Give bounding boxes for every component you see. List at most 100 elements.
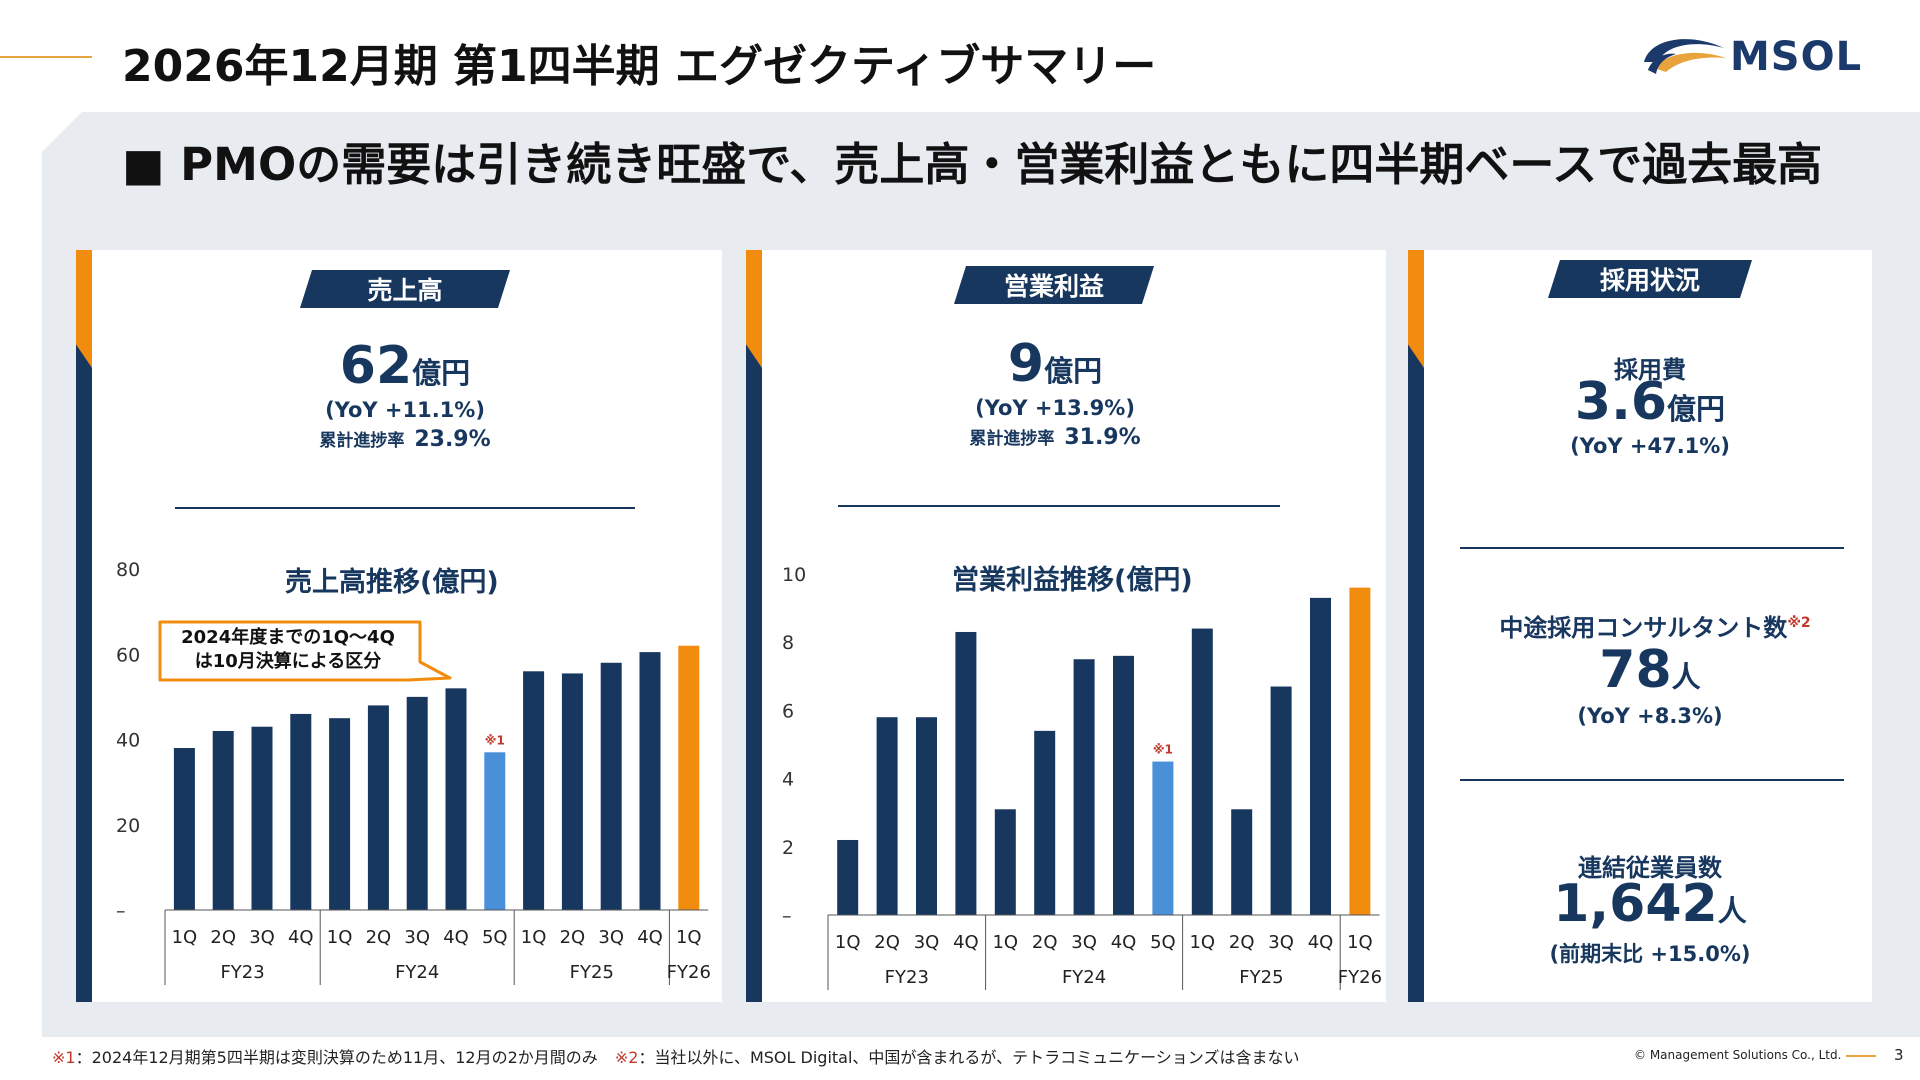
sales-chart-group-label: FY23 bbox=[220, 962, 264, 983]
op-profit-chart-bar bbox=[1310, 597, 1331, 915]
sales-chart: – 20 40 60 80 1Q 2Q 3Q 4Q 1Q 2Q 3Q 4Q 5Q 1Q 2Q 3Q 4Q 1Q ※1 F… bbox=[116, 559, 711, 985]
hiring-panel-accent bbox=[1408, 250, 1424, 1002]
copyright-accent-line bbox=[1846, 1055, 1876, 1057]
op-profit-chart-category-label: 5Q bbox=[1150, 932, 1176, 953]
op-profit-chart-bar bbox=[1191, 628, 1213, 915]
op-profit-chart-group-label: FY26 bbox=[1338, 967, 1382, 988]
sales-chart-bar bbox=[678, 645, 700, 910]
op-profit-chart-category-label: 1Q bbox=[1189, 932, 1215, 953]
logo-text: MSOL bbox=[1730, 34, 1863, 80]
sales-chart-bar bbox=[600, 662, 622, 910]
sales-yoy: (YoY +11.1%) bbox=[325, 398, 485, 422]
sales-progress-value: 23.9% bbox=[414, 427, 491, 452]
op-profit-chart-ytick-label: 10 bbox=[782, 564, 806, 586]
op-profit-tag: 営業利益 bbox=[954, 266, 1154, 304]
op-profit-chart-bar bbox=[837, 839, 859, 915]
hiring-cost-value: 3.6 bbox=[1574, 372, 1668, 432]
callout-line-1: 2024年度までの1Q～4Q bbox=[181, 627, 395, 648]
sales-kpi-value: 62 bbox=[339, 336, 413, 396]
sales-chart-bar bbox=[406, 696, 428, 910]
title-accent-line bbox=[0, 56, 92, 58]
sales-chart-bar bbox=[173, 748, 195, 910]
op-profit-chart-ytick-label: 8 bbox=[782, 632, 794, 654]
hiring-cost-unit: 億円 bbox=[1667, 392, 1726, 426]
footnote-2-mark: ※2 bbox=[614, 1048, 639, 1067]
op-profit-chart-bar bbox=[955, 631, 977, 915]
sales-chart-ytick-label: 40 bbox=[116, 730, 140, 752]
op-profit-chart-bar bbox=[1073, 659, 1095, 915]
sales-chart-category-label: 1Q bbox=[172, 927, 198, 948]
sales-chart-category-label: 3Q bbox=[404, 927, 430, 948]
sales-chart-group-label: FY24 bbox=[395, 962, 439, 983]
op-profit-chart-group-label: FY24 bbox=[1062, 967, 1106, 988]
op-profit-chart: – 2 4 6 8 10 1Q 2Q 3Q 4Q 1Q 2Q 3Q 4Q 5Q 1Q 2Q 3Q 4Q 1Q ※1 FY2… bbox=[782, 564, 1382, 990]
consultants-value: 78 bbox=[1599, 640, 1672, 700]
sales-chart-ytick-label: 20 bbox=[116, 815, 140, 837]
op-profit-chart-annotation: ※1 bbox=[1153, 743, 1173, 757]
op-profit-chart-ytick-label: – bbox=[782, 905, 792, 927]
employees-kpi: 1,642人 bbox=[1510, 874, 1790, 934]
op-profit-chart-bar bbox=[1231, 809, 1253, 915]
hiring-divider-2 bbox=[1460, 779, 1844, 781]
hiring-divider-1 bbox=[1460, 547, 1844, 549]
headline-message: ■ PMOの需要は引き続き旺盛で、売上高・営業利益ともに四半期ベースで過去最高 bbox=[122, 138, 1823, 191]
sales-chart-category-label: 4Q bbox=[443, 927, 469, 948]
op-profit-yoy: (YoY +13.9%) bbox=[975, 396, 1135, 420]
consultants-yoy: (YoY +8.3%) bbox=[1577, 704, 1723, 728]
sales-chart-category-label: 5Q bbox=[482, 927, 508, 948]
op-profit-chart-bar bbox=[1113, 655, 1134, 915]
page-number: 3 bbox=[1894, 1046, 1904, 1064]
sales-chart-bar bbox=[523, 671, 545, 910]
op-profit-chart-bar bbox=[916, 717, 937, 915]
footnote-1-mark: ※1 bbox=[52, 1048, 76, 1067]
hiring-cost-label: 採用費 bbox=[1614, 356, 1686, 384]
hiring-tag: 採用状況 bbox=[1548, 260, 1752, 298]
op-profit-progress-value: 31.9% bbox=[1064, 425, 1141, 450]
hiring-cost-kpi: 3.6億円 bbox=[1530, 372, 1770, 432]
op-profit-chart-category-label: 3Q bbox=[914, 932, 940, 953]
footnote-1: ：2024年12月期第5四半期は変則決算のため11月、12月の2か月間のみ bbox=[75, 1048, 598, 1067]
op-profit-chart-group-label: FY25 bbox=[1239, 967, 1283, 988]
op-profit-kpi-value: 9 bbox=[1007, 334, 1045, 394]
op-profit-kpi-unit: 億円 bbox=[1044, 354, 1103, 388]
op-profit-chart-ytick-label: 4 bbox=[782, 769, 794, 791]
sales-chart-bar bbox=[561, 673, 583, 910]
op-profit-chart-category-label: 2Q bbox=[1229, 932, 1255, 953]
op-profit-progress-label: 累計進捗率 bbox=[969, 429, 1055, 449]
op-profit-chart-category-label: 4Q bbox=[1111, 932, 1137, 953]
sales-chart-group-label: FY25 bbox=[570, 962, 614, 983]
op-profit-chart-category-label: 4Q bbox=[1308, 932, 1334, 953]
op-profit-divider bbox=[838, 505, 1280, 507]
sales-chart-bar bbox=[445, 688, 467, 910]
sales-chart-category-label: 1Q bbox=[676, 927, 702, 948]
op-profit-chart-category-label: 1Q bbox=[992, 932, 1018, 953]
consultants-label: 中途採用コンサルタント数※2 bbox=[1470, 608, 1840, 643]
sales-chart-category-label: 2Q bbox=[366, 927, 392, 948]
sales-chart-bar bbox=[251, 726, 273, 910]
sales-chart-bar bbox=[290, 713, 312, 910]
consultants-kpi: 78人 bbox=[1540, 640, 1760, 700]
employees-change: (前期末比 +15.0%) bbox=[1549, 942, 1751, 966]
sales-chart-ytick-label: 80 bbox=[116, 559, 140, 581]
sales-chart-bar bbox=[329, 718, 351, 910]
sales-chart-title: 売上高推移(億円) bbox=[285, 567, 499, 598]
op-profit-panel-accent bbox=[746, 250, 762, 1002]
company-logo: MSOL bbox=[1640, 28, 1870, 88]
op-profit-chart-category-label: 1Q bbox=[1347, 932, 1373, 953]
op-profit-kpi: 9億円 bbox=[950, 334, 1160, 394]
sales-kpi: 62億円 bbox=[300, 336, 510, 396]
sales-divider bbox=[175, 507, 635, 509]
op-profit-chart-title: 営業利益推移(億円) bbox=[952, 565, 1193, 596]
sales-chart-group-label: FY26 bbox=[667, 962, 711, 983]
op-profit-chart-category-label: 3Q bbox=[1071, 932, 1097, 953]
consultants-note-mark: ※2 bbox=[1787, 615, 1811, 631]
op-profit-chart-ytick-label: 6 bbox=[782, 700, 794, 722]
hiring-panel bbox=[1408, 250, 1872, 1002]
sales-panel-accent bbox=[76, 250, 92, 1002]
logo-swoosh-icon bbox=[1644, 39, 1726, 74]
callout-text: 2024年度までの1Q～4Q は10月決算による区分 bbox=[158, 626, 418, 674]
sales-progress-label: 累計進捗率 bbox=[319, 431, 405, 451]
sales-chart-bar bbox=[639, 652, 661, 910]
sales-chart-category-label: 4Q bbox=[288, 927, 314, 948]
op-profit-chart-category-label: 2Q bbox=[874, 932, 900, 953]
